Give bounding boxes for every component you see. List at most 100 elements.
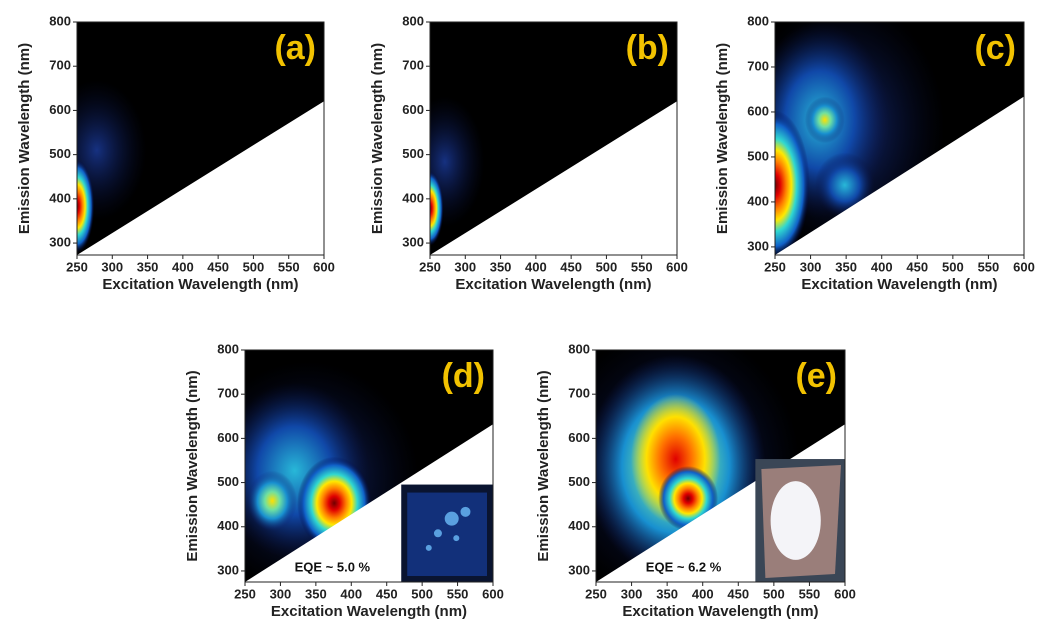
x-tick-label: 500 xyxy=(763,586,785,601)
y-tick-label: 400 xyxy=(49,190,71,205)
y-tick-label: 600 xyxy=(49,102,71,117)
inset-spot xyxy=(453,535,460,542)
x-axis-title: Excitation Wavelength (nm) xyxy=(801,276,997,293)
x-tick-label: 300 xyxy=(621,586,643,601)
x-tick-label: 600 xyxy=(666,259,688,274)
panel: 250 300 350 400 450 500 550 600 300 400 500 600 700 8… xyxy=(369,13,688,293)
y-tick-label: 700 xyxy=(217,386,239,401)
x-axis-title: Excitation Wavelength (nm) xyxy=(622,603,818,620)
plot-frame xyxy=(774,21,1025,256)
x-tick-label: 400 xyxy=(340,586,362,601)
x-tick-label: 300 xyxy=(270,586,292,601)
x-tick-label: 550 xyxy=(447,586,469,601)
x-tick-label: 250 xyxy=(234,586,256,601)
y-tick-label: 400 xyxy=(747,193,769,208)
plot-frame xyxy=(244,349,494,583)
x-tick-label: 300 xyxy=(800,259,822,274)
panel-label: (e) xyxy=(795,357,837,395)
heatmap xyxy=(245,350,493,582)
x-tick-label: 400 xyxy=(871,259,893,274)
panel-label: (a) xyxy=(274,29,316,67)
y-tick-label: 800 xyxy=(747,13,769,28)
x-tick-label: 600 xyxy=(313,259,335,274)
heat-blob xyxy=(430,171,444,246)
y-tick-label: 600 xyxy=(568,430,590,445)
x-tick-label: 300 xyxy=(454,259,476,274)
eqe-annotation: EQE ~ 6.2 % xyxy=(646,559,722,574)
heat-blob xyxy=(77,159,95,253)
panel-label: (d) xyxy=(442,357,485,395)
y-tick-label: 500 xyxy=(402,146,424,161)
y-tick-label: 800 xyxy=(217,341,239,356)
heat-blob xyxy=(804,96,845,144)
inset-spot xyxy=(460,506,471,517)
y-tick-label: 700 xyxy=(402,58,424,73)
y-tick-label: 500 xyxy=(49,146,71,161)
no-data-region xyxy=(430,101,677,255)
x-tick-label: 550 xyxy=(978,259,1000,274)
y-tick-label: 600 xyxy=(402,102,424,117)
heatmap xyxy=(775,22,1024,255)
x-tick-label: 250 xyxy=(764,259,786,274)
x-tick-label: 250 xyxy=(585,586,607,601)
plot-frame xyxy=(429,21,678,256)
x-tick-label: 500 xyxy=(942,259,964,274)
inset-spot xyxy=(425,544,432,551)
y-tick-label: 300 xyxy=(402,235,424,250)
x-tick-label: 350 xyxy=(305,586,327,601)
y-tick-label: 300 xyxy=(217,562,239,577)
x-tick-label: 400 xyxy=(692,586,714,601)
x-axis-title: Excitation Wavelength (nm) xyxy=(455,276,651,293)
panel-label: (b) xyxy=(626,29,669,67)
y-tick-label: 700 xyxy=(568,386,590,401)
x-tick-label: 300 xyxy=(101,259,123,274)
x-tick-label: 350 xyxy=(656,586,678,601)
y-axis-title: Emission Wavelength (nm) xyxy=(535,370,552,561)
y-tick-label: 400 xyxy=(568,518,590,533)
heatmap xyxy=(430,22,677,255)
heat-blob xyxy=(77,80,147,221)
x-tick-label: 450 xyxy=(376,586,398,601)
x-tick-label: 450 xyxy=(727,586,749,601)
inset-spot xyxy=(444,511,459,526)
y-tick-label: 800 xyxy=(402,13,424,28)
y-axis-title: Emission Wavelength (nm) xyxy=(16,43,33,234)
panel: 250 300 350 400 450 500 550 600 300 400 500 600 700 8… xyxy=(535,341,856,620)
heatmap xyxy=(77,22,324,255)
x-tick-label: 600 xyxy=(834,586,856,601)
y-tick-label: 400 xyxy=(217,518,239,533)
heat-blob xyxy=(247,470,298,531)
x-tick-label: 400 xyxy=(172,259,194,274)
y-tick-label: 500 xyxy=(747,148,769,163)
plot-frame xyxy=(76,21,325,256)
y-tick-label: 300 xyxy=(747,238,769,253)
x-tick-label: 550 xyxy=(631,259,653,274)
x-tick-label: 500 xyxy=(411,586,433,601)
inset-spot xyxy=(433,529,442,538)
y-tick-label: 400 xyxy=(402,190,424,205)
x-tick-label: 600 xyxy=(482,586,504,601)
panel-label: (c) xyxy=(974,29,1016,67)
x-tick-label: 550 xyxy=(278,259,300,274)
y-tick-label: 800 xyxy=(49,13,71,28)
inset-glow xyxy=(770,481,821,560)
y-tick-label: 700 xyxy=(747,58,769,73)
y-axis-title: Emission Wavelength (nm) xyxy=(714,43,731,234)
heatmap xyxy=(596,350,845,582)
no-data-region xyxy=(77,101,324,255)
x-tick-label: 450 xyxy=(906,259,928,274)
x-tick-label: 250 xyxy=(419,259,441,274)
x-tick-label: 250 xyxy=(66,259,88,274)
y-tick-label: 300 xyxy=(568,562,590,577)
inset-photo xyxy=(407,492,487,576)
x-tick-label: 600 xyxy=(1013,259,1035,274)
heat-blob xyxy=(775,110,810,255)
x-tick-label: 350 xyxy=(137,259,159,274)
x-tick-label: 400 xyxy=(525,259,547,274)
panel: 250 300 350 400 450 500 550 600 300 400 500 600 700 8… xyxy=(714,13,1035,293)
x-tick-label: 450 xyxy=(560,259,582,274)
x-tick-label: 500 xyxy=(596,259,618,274)
y-axis-title: Emission Wavelength (nm) xyxy=(184,370,201,561)
x-axis-title: Excitation Wavelength (nm) xyxy=(271,603,467,620)
